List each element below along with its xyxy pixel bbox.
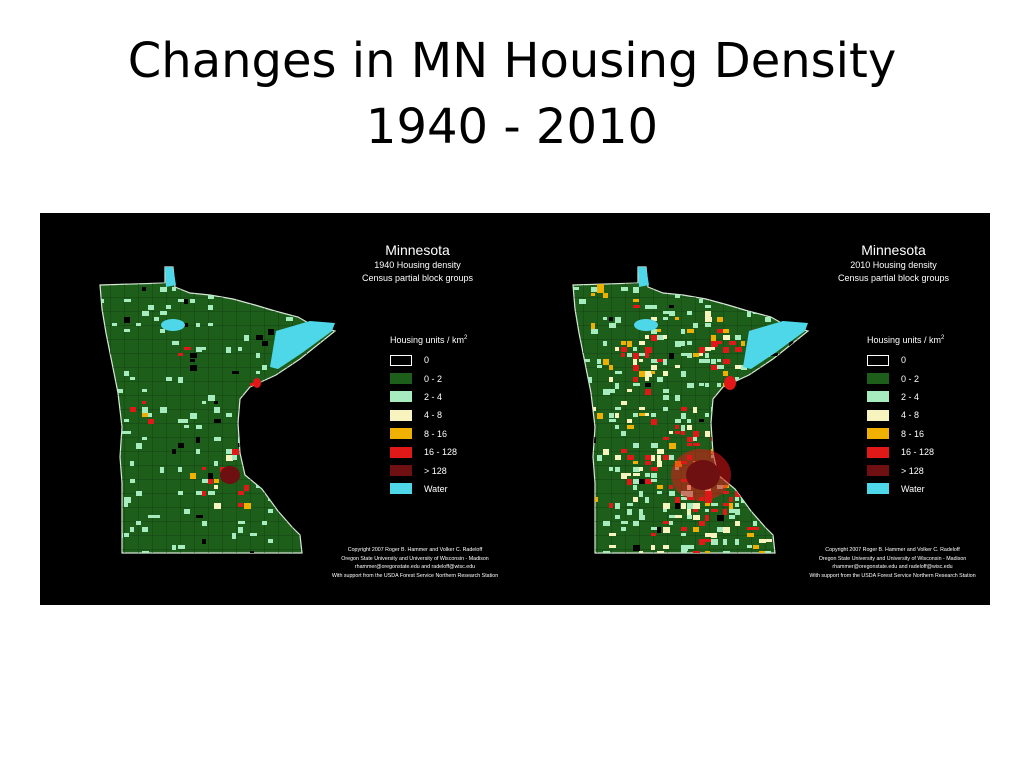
legend-item: Water: [867, 480, 944, 498]
legend-label: 4 - 8: [424, 410, 443, 421]
credit-line: Copyright 2007 Roger B. Hammer and Volke…: [825, 547, 960, 553]
map-2010-subtitle-2: Census partial block groups: [837, 273, 950, 283]
map-1940-title: Minnesota: [385, 242, 450, 258]
map-1940-subtitle: 1940 Housing density: [374, 260, 461, 270]
twin-cities-2010: [686, 460, 720, 490]
map-2010-header: Minnesota 2010 Housing density Census pa…: [806, 241, 981, 285]
legend-swatch: [390, 465, 412, 477]
credit-line: Oregon State University and University o…: [818, 555, 967, 562]
slide-title: Changes in MN Housing Density 1940 - 201…: [0, 28, 1024, 160]
legend-label: 2 - 4: [901, 391, 920, 402]
credit-line: With support from the USDA Forest Servic…: [809, 572, 976, 579]
legend-swatch: [867, 391, 889, 403]
legend-swatch: [390, 354, 412, 366]
legend-1940-title: Housing units / km2: [390, 335, 468, 345]
legend-item: Water: [390, 480, 467, 498]
legend-label: > 128: [901, 465, 924, 476]
legend-label: 2 - 4: [424, 391, 443, 402]
map-2010-title: Minnesota: [861, 242, 926, 258]
legend-2010-title: Housing units / km2: [867, 335, 945, 345]
legend-swatch: [867, 354, 889, 366]
twin-cities-1940: [220, 466, 240, 484]
legend-label: 0 - 2: [901, 373, 920, 384]
map-2010: [572, 266, 810, 554]
map-1940-subtitle-2: Census partial block groups: [361, 273, 474, 283]
legend-label: 8 - 16: [901, 428, 925, 439]
map-2010-subtitle: 2010 Housing density: [850, 260, 937, 270]
legend-label: 0: [424, 355, 430, 366]
legend-item: > 128: [867, 461, 944, 479]
legend-label: Water: [901, 483, 925, 494]
legend-label: 4 - 8: [901, 410, 920, 421]
legend-swatch: [390, 483, 412, 495]
legend-2010: Housing units / km2 0 0 - 2 2 - 4 4 - 8 8 - …: [867, 335, 944, 498]
map-1940-header: Minnesota 1940 Housing density Census pa…: [330, 241, 505, 285]
legend-label: 16 - 128: [901, 447, 935, 458]
credit-line: Oregon State University and University o…: [341, 555, 489, 562]
legend-item: 4 - 8: [867, 406, 944, 424]
legend-swatch: [867, 446, 889, 458]
slide-title-line-1: Changes in MN Housing Density: [127, 33, 897, 89]
credits-1940: Copyright 2007 Roger B. Hammer and Volke…: [325, 546, 505, 580]
legend-label: 16 - 128: [424, 447, 458, 458]
lake-superior-2010: [743, 321, 808, 369]
map-1940: [99, 266, 337, 554]
legend-item: 16 - 128: [867, 443, 944, 461]
legend-swatch: [867, 465, 889, 477]
legend-item: 0: [867, 351, 944, 369]
legend-item: 8 - 16: [867, 425, 944, 443]
legend-item: 2 - 4: [390, 388, 467, 406]
red-lake-2010: [634, 319, 658, 331]
legend-item: 16 - 128: [390, 443, 467, 461]
legend-item: 2 - 4: [867, 388, 944, 406]
legend-item: 0 - 2: [390, 369, 467, 387]
legend-swatch: [867, 428, 889, 440]
credit-line: rhammer@oregonstate.edu and radeloff@wis…: [832, 564, 953, 570]
legend-swatch: [867, 373, 889, 385]
legend-item: 4 - 8: [390, 406, 467, 424]
legend-swatch: [867, 409, 889, 421]
legend-label: 8 - 16: [424, 428, 448, 439]
legend-label: Water: [424, 483, 448, 494]
legend-swatch: [867, 483, 889, 495]
legend-item: 0: [390, 351, 467, 369]
duluth-1940: [253, 378, 261, 388]
legend-swatch: [390, 391, 412, 403]
red-lake-1940: [161, 319, 185, 331]
legend-item: > 128: [390, 461, 467, 479]
legend-item: 0 - 2: [867, 369, 944, 387]
legend-swatch: [390, 373, 412, 385]
map-figure: Minnesota 1940 Housing density Census pa…: [40, 213, 990, 605]
legend-label: 0: [901, 355, 907, 366]
credits-2010: Copyright 2007 Roger B. Hammer and Volke…: [800, 546, 985, 580]
legend-swatch: [390, 446, 412, 458]
slide-title-line-2: 1940 - 2010: [365, 99, 659, 155]
legend-1940: Housing units / km2 0 0 - 2 2 - 4 4 - 8 8 - …: [390, 335, 467, 498]
credit-line: rhammer@oregonstate.edu and radeloff@wis…: [354, 564, 476, 570]
legend-label: 0 - 2: [424, 373, 443, 384]
lake-of-woods-2010: [638, 267, 649, 287]
legend-swatch: [390, 409, 412, 421]
credit-line: With support from the USDA Forest Servic…: [331, 572, 499, 579]
credit-line: Copyright 2007 Roger B. Hammer and Volke…: [347, 547, 483, 553]
legend-label: > 128: [424, 465, 447, 476]
duluth-2010: [724, 376, 736, 390]
legend-item: 8 - 16: [390, 425, 467, 443]
lake-of-woods-1940: [165, 267, 176, 287]
map-canvas: [99, 266, 810, 554]
lake-superior-1940: [270, 321, 335, 369]
legend-swatch: [390, 428, 412, 440]
